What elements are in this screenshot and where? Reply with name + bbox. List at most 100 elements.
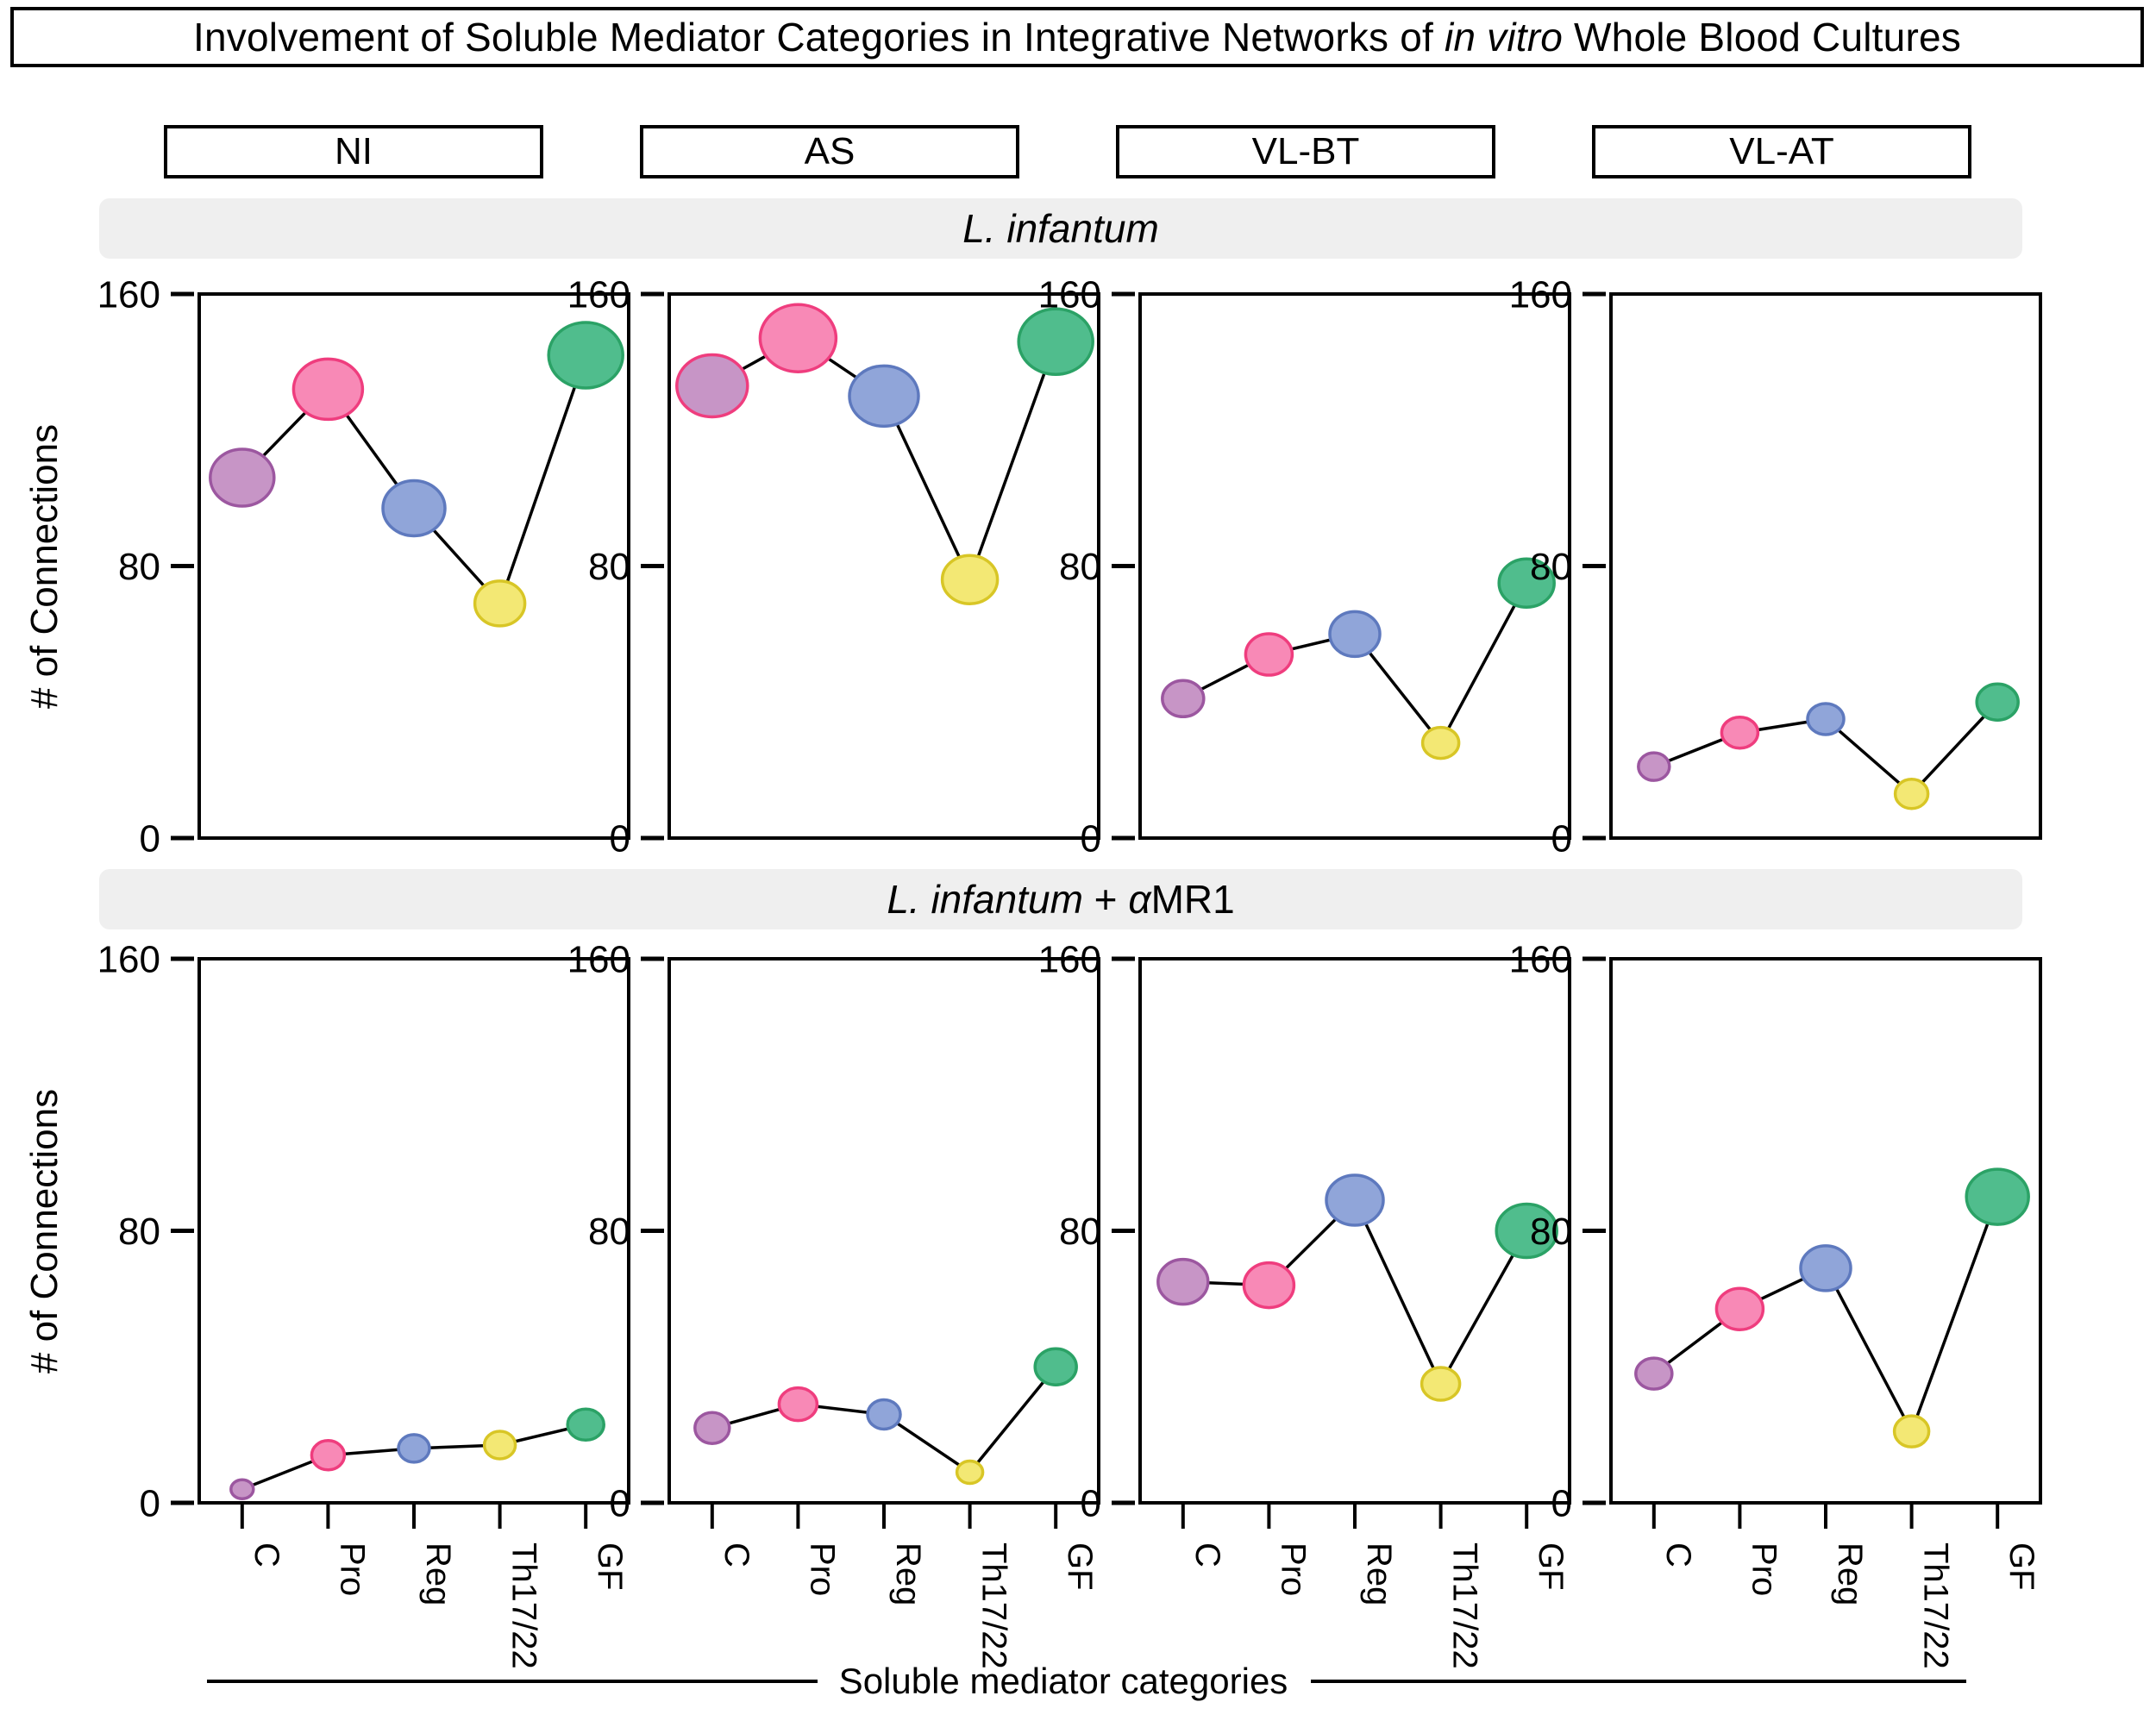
bubble-th1722 [473,579,527,628]
bubble-reg [1799,1244,1852,1292]
bubble-c [209,447,276,508]
y-tick-label: 80 [588,546,630,588]
y-tick-label: 80 [1059,1211,1101,1253]
panel-plot: 0 80 160 C Pro Reg Th17/22 GF [1509,938,2042,1669]
y-tick-label: 0 [140,1482,160,1524]
x-tick-label: Pro [803,1542,841,1596]
y-axis-title-row2: # of Connections [23,1088,66,1374]
bubble-gf [566,1407,605,1442]
bubble-th1722 [1420,725,1461,760]
panel-plot: 0 80 160 C Pro Reg Th17/22 GF [97,938,630,1669]
panel-plot: 0 80 160 [1509,273,2042,860]
bubble-pro [758,303,838,374]
y-tick-label: 80 [588,1211,630,1253]
y-tick-label: 160 [97,273,160,316]
bubble-panel-vlbt-linfantum-amr1: 0 80 160 C Pro Reg Th17/22 GF [1015,938,1584,1723]
bubble-th1722 [1420,1366,1462,1402]
bubble-reg [397,1433,431,1464]
x-tick-label: C [1188,1542,1226,1567]
panel-plot: 0 80 160 C Pro Reg Th17/22 GF [567,938,1100,1669]
y-tick-label: 0 [1551,1482,1572,1524]
panel-plot: 0 80 160 [97,273,630,860]
bubble-c [1161,679,1206,719]
y-tick-label: 0 [1081,817,1101,853]
y-tick-label: 160 [567,273,630,316]
bubble-panel-as-linfantum-amr1: 0 80 160 C Pro Reg Th17/22 GF [544,938,1113,1723]
text-segment: L. infantum [887,877,1083,922]
x-axis-title: Soluble mediator categories [838,1661,1288,1701]
x-tick-label: Reg [419,1542,457,1605]
plot-frame [1138,292,1571,840]
column-header-vl-bt: VL-BT [1116,125,1495,178]
column-header-label: AS [804,130,856,172]
x-tick-label: GF [1061,1542,1099,1591]
bubble-panel-vlat-linfantum: 0 80 160 [1486,273,2055,860]
bubble-th1722 [1893,777,1930,810]
bubble-reg [1806,702,1846,736]
bubble-c [229,1478,255,1500]
x-tick-label: Th17/22 [975,1542,1013,1669]
panel-plot: 0 80 160 [1038,273,1571,860]
x-tick-label: Pro [333,1542,371,1596]
x-tick-label: Pro [1745,1542,1783,1596]
bubble-th1722 [482,1430,517,1461]
bubble-c [675,353,749,419]
text-segment: Involvement of Soluble Mediator Categori… [193,15,1445,59]
x-tick-label: Reg [889,1542,927,1605]
column-header-label: VL-BT [1251,130,1360,172]
x-tick-label: Th17/22 [505,1542,543,1669]
bubble-c [1156,1257,1210,1306]
panel-plot: 0 80 160 [567,273,1100,860]
bubble-reg [1325,1173,1385,1227]
y-tick-label: 0 [610,1482,630,1524]
text-segment: in vitro [1444,15,1564,59]
bubble-panel-vlat-linfantum-amr1: 0 80 160 C Pro Reg Th17/22 GF [1486,938,2055,1723]
text-segment: Whole Blood Cultures [1563,15,1961,59]
y-tick-label: 160 [97,938,160,980]
figure-title: Involvement of Soluble Mediator Categori… [193,14,1961,60]
bubble-pro [1242,1261,1296,1310]
figure-title-box: Involvement of Soluble Mediator Categori… [10,7,2144,67]
bubble-panel-as-linfantum: 0 80 160 [544,273,1113,860]
text-segment: MR1 [1150,877,1235,922]
bubble-panel-ni-linfantum-amr1: 0 80 160 C Pro Reg Th17/22 GF [74,938,643,1723]
x-tick-label: Th17/22 [1917,1542,1955,1669]
bubble-pro [291,357,365,422]
row-band-label: L. infantum [962,205,1159,252]
y-tick-label: 80 [1530,1211,1572,1253]
bubble-gf [1495,1202,1558,1260]
text-segment: L. infantum [962,206,1159,251]
bubble-pro [310,1439,347,1472]
bubble-c [693,1411,731,1445]
row-band-label: L. infantum + αMR1 [887,876,1234,923]
y-axis-title-row1: # of Connections [23,423,66,710]
plot-frame [1609,292,2042,840]
y-tick-label: 0 [1081,1482,1101,1524]
bubble-panel-vlbt-linfantum: 0 80 160 [1015,273,1584,860]
y-tick-label: 160 [1509,273,1572,316]
bubble-gf [1017,307,1094,376]
bubble-gf [1975,682,2020,722]
x-tick-label: C [248,1542,285,1567]
column-header-vl-at: VL-AT [1592,125,1971,178]
x-tick-label: Reg [1831,1542,1869,1605]
y-tick-label: 80 [118,546,160,588]
y-tick-label: 80 [1059,546,1101,588]
bubble-panel-ni-linfantum: 0 80 160 [74,273,643,860]
column-header-as: AS [640,125,1019,178]
bubble-th1722 [940,554,1000,606]
x-tick-label: Reg [1360,1542,1398,1605]
x-tick-label: Pro [1274,1542,1312,1596]
x-tick-label: C [718,1542,755,1567]
bubble-c [1634,1356,1674,1391]
plot-frame [197,957,630,1505]
bubble-gf [1497,557,1556,609]
y-tick-label: 160 [1038,273,1101,316]
column-header-label: VL-AT [1729,130,1834,172]
x-tick-label: GF [2002,1542,2040,1591]
x-tick-label: GF [591,1542,629,1591]
bubble-pro [1714,1286,1765,1331]
bubble-pro [1720,715,1760,750]
column-header-ni: NI [164,125,543,178]
column-header-label: NI [335,130,373,172]
